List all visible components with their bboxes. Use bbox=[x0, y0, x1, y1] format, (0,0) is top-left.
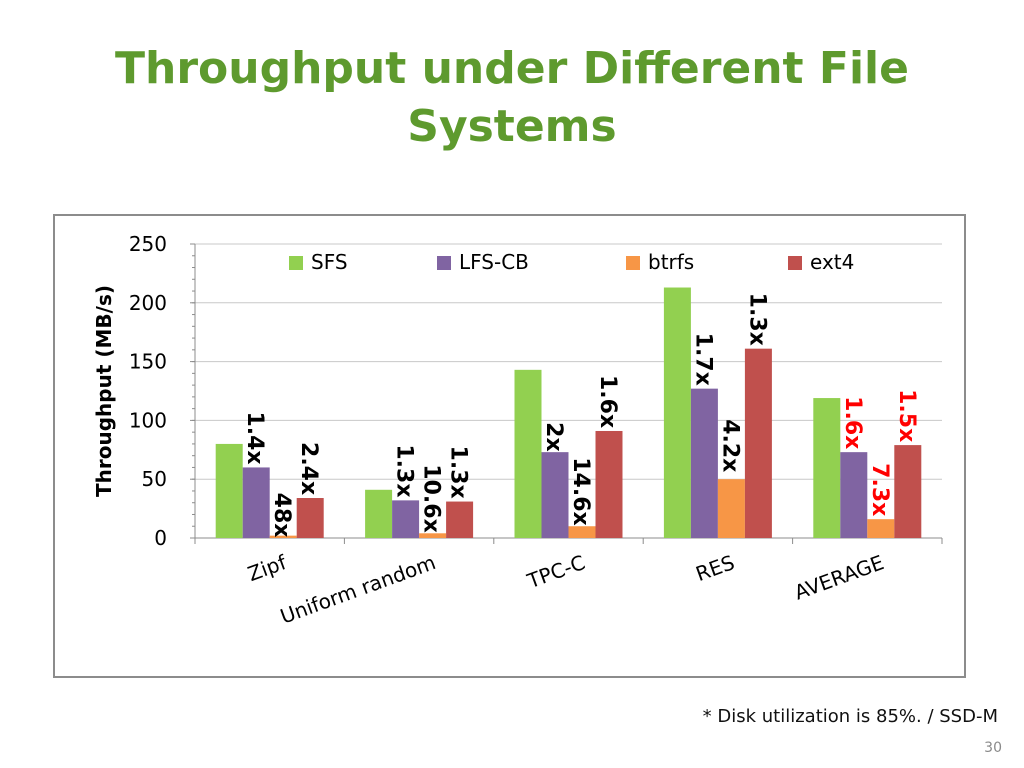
legend-swatch bbox=[437, 256, 451, 270]
bar-annotation: 1.3x bbox=[744, 293, 769, 346]
legend-label: btrfs bbox=[648, 250, 694, 274]
bar-ext4 bbox=[744, 348, 772, 538]
bar-annotation: 7.3x bbox=[867, 463, 892, 516]
category-label: AVERAGE bbox=[791, 550, 887, 604]
chart-frame: 0 50 100 150 200 250 Throughput (MB/s) Zipf Unif… bbox=[53, 214, 966, 678]
category-label: RES bbox=[693, 550, 738, 586]
bar-ext4 bbox=[296, 498, 324, 538]
bar-lfs-cb bbox=[690, 388, 718, 538]
y-tick-label: 150 bbox=[129, 350, 167, 374]
bar-sfs bbox=[215, 443, 243, 538]
slide-title: Throughput under Different File Systems bbox=[0, 40, 1024, 156]
y-tick-label: 50 bbox=[142, 467, 167, 491]
bar-btrfs bbox=[269, 535, 297, 538]
throughput-bar-chart: 0 50 100 150 200 250 Throughput (MB/s) ZipfUnif… bbox=[92, 232, 943, 629]
bar-annotation: 1.7x bbox=[690, 333, 715, 386]
bar-annotation: 2x bbox=[541, 422, 566, 452]
bar-btrfs bbox=[568, 526, 596, 538]
bar-lfs-cb bbox=[242, 467, 270, 538]
bar-ext4 bbox=[595, 430, 623, 538]
bar-sfs bbox=[365, 489, 393, 538]
bar-annotation: 1.3x bbox=[446, 446, 471, 499]
bar-annotation: 1.6x bbox=[595, 375, 620, 428]
bar-lfs-cb bbox=[392, 500, 420, 538]
legend-label: SFS bbox=[311, 250, 348, 274]
slide-title-line-1: Throughput under Different File bbox=[115, 43, 909, 94]
y-tick-label: 250 bbox=[129, 232, 167, 256]
bar-lfs-cb bbox=[840, 452, 868, 538]
bar-ext4 bbox=[446, 501, 474, 538]
bar-annotation: 1.3x bbox=[392, 444, 417, 497]
page-number: 30 bbox=[984, 740, 1002, 756]
bar-sfs bbox=[514, 369, 542, 538]
y-axis-label: Throughput (MB/s) bbox=[92, 285, 116, 497]
legend-swatch bbox=[289, 256, 303, 270]
bar-annotation: 10.6x bbox=[419, 464, 444, 532]
bar-annotation: 1.4x bbox=[242, 411, 267, 464]
y-tick-label: 0 bbox=[154, 526, 167, 550]
y-tick-label: 100 bbox=[129, 408, 167, 432]
bar-annotation: 14.6x bbox=[568, 457, 593, 525]
bar-annotation: 4.2x bbox=[717, 419, 742, 472]
category-label: Zipf bbox=[245, 550, 291, 586]
bar-annotation: 1.6x bbox=[840, 396, 865, 449]
bar-annotation: 2.4x bbox=[296, 442, 321, 495]
bar-annotation: 1.5x bbox=[894, 389, 919, 442]
bar-sfs bbox=[663, 287, 691, 538]
bar-sfs bbox=[813, 398, 841, 538]
bar-annotation: 48x bbox=[269, 493, 294, 538]
legend-swatch bbox=[788, 256, 802, 270]
category-label: Uniform random bbox=[277, 550, 439, 628]
y-tick-label: 200 bbox=[129, 291, 167, 315]
slide-title-line-2: Systems bbox=[407, 101, 617, 152]
legend-swatch bbox=[626, 256, 640, 270]
legend-label: ext4 bbox=[810, 250, 854, 274]
bar-btrfs bbox=[419, 533, 447, 538]
bar-btrfs bbox=[867, 519, 895, 538]
legend-label: LFS-CB bbox=[459, 250, 529, 274]
category-label: TPC-C bbox=[523, 550, 588, 593]
bar-lfs-cb bbox=[541, 452, 569, 538]
bar-btrfs bbox=[717, 479, 745, 538]
bar-ext4 bbox=[894, 445, 922, 538]
footnote: * Disk utilization is 85%. / SSD-M bbox=[702, 706, 998, 727]
